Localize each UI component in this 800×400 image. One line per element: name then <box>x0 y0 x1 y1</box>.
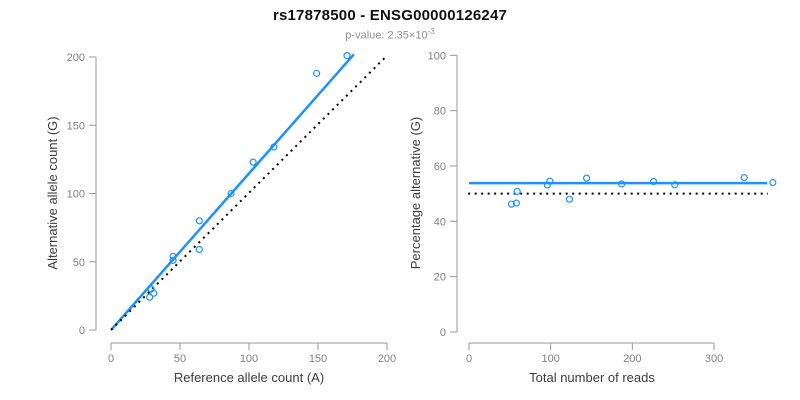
data-point <box>195 245 203 254</box>
data-point <box>769 178 777 187</box>
pvalue-exponent: -3 <box>427 27 435 36</box>
x-axis-title: Reference allele count (A) <box>174 370 324 385</box>
data-point <box>169 256 177 264</box>
regression-line <box>110 53 355 331</box>
data-point <box>227 189 235 198</box>
y-tick-label: 50 <box>73 257 85 269</box>
data-point <box>507 200 516 208</box>
x-tick-label: 300 <box>705 353 723 365</box>
data-point <box>270 143 278 151</box>
y-tick-label: 60 <box>434 161 446 173</box>
x-tick-label: 100 <box>541 353 559 365</box>
x-tick-label: 50 <box>174 353 186 365</box>
data-point <box>512 199 520 207</box>
x-tick-label: 200 <box>623 353 641 365</box>
data-point <box>195 217 203 225</box>
data-point <box>649 177 658 186</box>
y-tick-label: 0 <box>440 327 446 339</box>
figure-subtitle: p-value: 2.35×10-3 <box>0 27 780 42</box>
data-point <box>169 252 177 260</box>
data-point <box>249 158 257 166</box>
plot-allele-counts: 0 50 100 150 200 0 50 100 150 200 Reference allele… <box>45 52 396 385</box>
y-tick-label: 150 <box>67 120 85 132</box>
y-tick-label: 100 <box>428 50 446 62</box>
y-tick-label: 20 <box>434 272 446 284</box>
x-tick-label: 0 <box>108 353 114 365</box>
x-tick-label: 0 <box>466 353 472 365</box>
x-axis-title: Total number of reads <box>529 370 655 385</box>
identity-line <box>110 54 388 331</box>
data-point <box>565 195 574 203</box>
data-point <box>583 174 591 182</box>
figure-title: rs17878500 - ENSG00000126247 <box>272 7 508 24</box>
data-point <box>513 187 521 196</box>
data-point <box>146 293 154 301</box>
pvalue-text: p-value: 2.35×10 <box>345 29 428 42</box>
x-tick-label: 100 <box>240 353 258 365</box>
y-tick-label: 80 <box>434 106 446 118</box>
x-tick-label: 150 <box>309 353 327 365</box>
data-point <box>740 174 748 182</box>
y-axis-title: Percentage alternative (G) <box>408 117 423 269</box>
data-point <box>150 289 158 297</box>
x-tick-label: 200 <box>378 353 396 365</box>
data-point <box>343 52 351 60</box>
y-axis-title: Alternative allele count (G) <box>45 116 60 269</box>
y-tick-label: 40 <box>434 216 446 228</box>
data-point <box>313 69 321 77</box>
y-tick-label: 100 <box>67 189 85 201</box>
data-point <box>618 180 626 188</box>
data-point <box>671 181 679 189</box>
data-point <box>546 177 554 185</box>
y-tick-label: 0 <box>79 325 85 337</box>
plot-percentage-reads: 0 20 40 60 80 100 0 100 200 300 Total number of re… <box>408 50 777 385</box>
y-tick-label: 200 <box>67 52 85 64</box>
